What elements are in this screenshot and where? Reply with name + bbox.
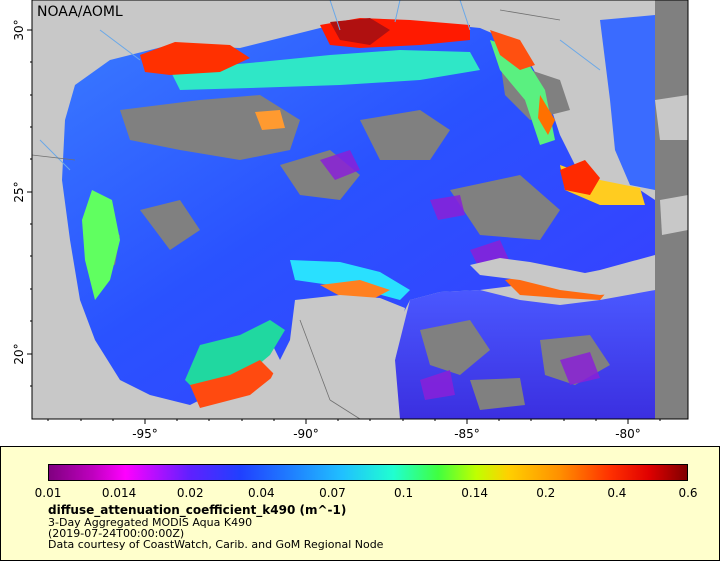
- rivers: [39, 0, 601, 171]
- colorbar-tick-label: 0.07: [319, 486, 346, 500]
- lat-tick-label-25: 25°: [12, 181, 26, 202]
- everglades-high-k490: [560, 160, 600, 195]
- date-label: (2019-07-24T00:00:00Z): [48, 527, 185, 540]
- colorbar-tick-label: 0.4: [607, 486, 627, 500]
- atlantic-water: [600, 15, 655, 190]
- mississippi-delta-dark: [330, 18, 390, 45]
- bahamas-land: [660, 195, 688, 235]
- lat-tick-label-30: 30°: [12, 19, 26, 40]
- colorbar: [48, 464, 688, 481]
- bay-of-campeche-orange: [255, 110, 285, 130]
- colorbar-tick-label: 0.2: [536, 486, 556, 500]
- low-k490-streaks: [320, 150, 600, 400]
- variable-name: diffuse_attenuation_coefficient_k490 (m^…: [48, 503, 347, 517]
- product-description: 3-Day Aggregated MODIS Aqua K490: [48, 516, 253, 529]
- yucatan-north-high-k490: [320, 280, 390, 298]
- legend-panel: 0.01 0.014 0.02 0.04 0.07 0.1 0.14 0.2 0.4 0.6 di…: [0, 446, 720, 561]
- colorbar-tick-label: 0.02: [176, 486, 204, 500]
- map-frame-border: [31, 0, 689, 420]
- yucatan-landmass: [270, 295, 405, 419]
- colorbar-tick-label: 0.014: [101, 486, 137, 500]
- colorbar-tick-label: 0.6: [678, 486, 698, 500]
- colorbar-tick-label: 0.01: [34, 486, 62, 500]
- mexico-west-coastal-band: [82, 190, 120, 300]
- lat-axis: [27, 29, 32, 387]
- map-credit-label: NOAA/AOML: [37, 4, 123, 20]
- lon-axis: [47, 419, 661, 424]
- lon-tick-label-85: -85°: [454, 427, 480, 441]
- florida-peninsula-right: [655, 95, 688, 140]
- west-florida-high-k490: [490, 30, 535, 70]
- tabasco-high-k490: [190, 360, 275, 408]
- lat-tick-label-20: 20°: [12, 343, 26, 364]
- borders: [31, 9, 561, 420]
- lon-tick-label-80: -80°: [615, 427, 641, 441]
- lon-tick-label-90: -90°: [293, 427, 319, 441]
- colorbar-tick-label: 0.1: [394, 486, 414, 500]
- tampa-high-k490: [538, 95, 555, 135]
- campeche-coastal-band: [185, 320, 285, 395]
- lon-tick-label-95: -95°: [132, 427, 158, 441]
- no-data-patches: [90, 60, 610, 410]
- texas-louisiana-high-k490: [140, 42, 250, 75]
- map-panel: 30° 25° 20° -95° -90° -85° -80° NOAA/AOM…: [12, 0, 689, 441]
- cuba-landmass: [470, 258, 655, 295]
- data-courtesy-label: Data courtesy of CoastWatch, Carib. and …: [48, 538, 384, 551]
- colorbar-tick-label: 0.14: [461, 486, 489, 500]
- colorbar-tick-label: 0.04: [247, 486, 275, 500]
- louisiana-shelf-band: [170, 50, 480, 90]
- map-canvas: 30° 25° 20° -95° -90° -85° -80°: [12, 0, 689, 441]
